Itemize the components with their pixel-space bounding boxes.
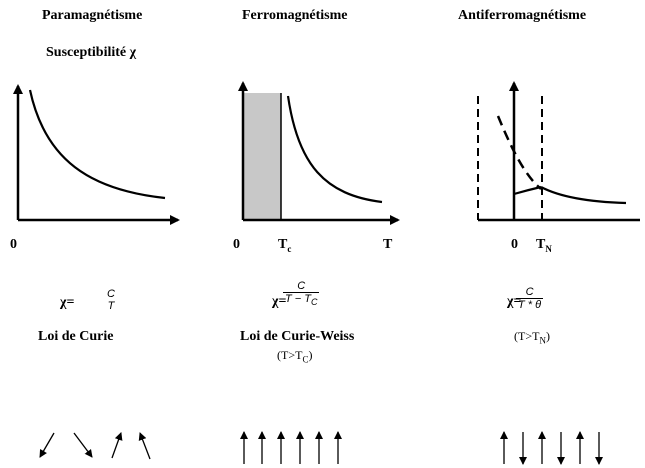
formula-denominator: T [107,300,115,312]
formula-numerator: C [525,286,534,298]
formula-lhs-para: χ= [60,295,75,310]
formula-numerator: C [297,280,306,292]
condition-antiferro: (T>TN) [514,329,550,346]
graph-paramagnetism [13,84,180,225]
spins-antiparallel [500,431,603,465]
title-antiferromagnetism: Antiferromagnétisme [458,8,587,23]
spin-arrow [138,432,151,460]
formula-denominator: T − TC [283,292,320,308]
axis-tc-label: Tc [278,237,292,254]
subtitle-susceptibility: Susceptibilité χ [46,45,137,60]
formula-denominator: T * θ [516,298,544,311]
graph-antiferromagnetism [477,81,640,222]
spin-arrow [111,432,123,459]
graph-ferromagnetism [238,81,400,225]
formula-fraction-antiferro: C T * θ [516,286,544,311]
axis-origin-para: 0 [10,237,17,252]
law-curie: Loi de Curie [38,329,114,344]
axis-origin-ferro: 0 [233,237,240,252]
formula-numerator: C [107,288,115,300]
low-temp-curve [513,185,542,196]
curie-weiss-curve [286,95,383,204]
spin-arrow [73,432,93,458]
axis-t-label: T [383,237,393,252]
law-curie-weiss: Loi de Curie-Weiss [240,329,355,344]
ferro-shaded-region [243,93,281,220]
spin-arrow [39,432,55,458]
condition-ferro: (T>TC) [277,348,313,365]
formula-fraction-para: C T [105,288,117,312]
spins-random [39,432,151,460]
formula-lhs-ferro: χ= [272,294,287,309]
axis-tn-label: TN [536,237,552,254]
curie-curve [28,89,166,200]
extrapolation-dashed [496,115,542,190]
title-ferromagnetism: Ferromagnétisme [242,8,348,23]
formula-lhs-antiferro: χ= [507,294,522,309]
axis-origin-antiferro: 0 [511,237,518,252]
spins-parallel [240,431,342,464]
title-paramagnetism: Paramagnétisme [42,8,143,23]
formula-fraction-ferro: C T − TC [283,280,320,308]
high-temp-curve [540,186,627,205]
